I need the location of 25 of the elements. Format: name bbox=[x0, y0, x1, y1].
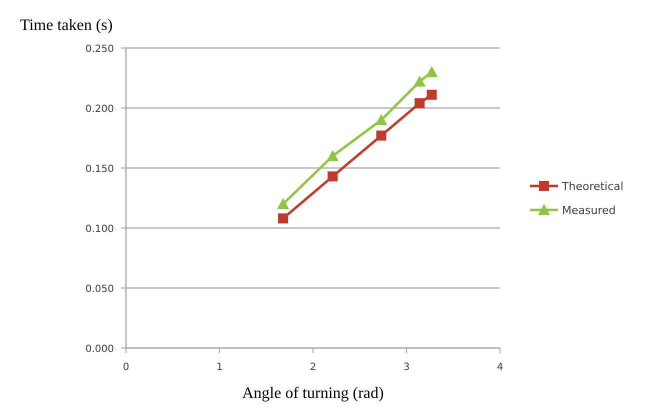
x-axis-title: Angle of turning (rad) bbox=[242, 385, 384, 402]
x-tick-label: 1 bbox=[216, 362, 223, 373]
point bbox=[375, 114, 388, 125]
point bbox=[326, 150, 339, 161]
y-tick-label: 0.200 bbox=[85, 104, 114, 115]
y-tick-label: 0.100 bbox=[85, 224, 114, 235]
point bbox=[376, 130, 386, 141]
legend-label: Measured bbox=[562, 204, 616, 217]
x-tick-label: 2 bbox=[310, 362, 316, 373]
x-tick-label: 0 bbox=[122, 362, 130, 373]
point bbox=[426, 66, 438, 77]
y-tick-label: 0.150 bbox=[85, 164, 114, 175]
y-tick-label: 0.000 bbox=[85, 344, 114, 355]
point bbox=[414, 98, 425, 108]
x-tick-label: 3 bbox=[403, 362, 410, 373]
point bbox=[414, 76, 426, 87]
y-axis-title: Time taken (s) bbox=[20, 17, 113, 34]
x-tick-label: 4 bbox=[496, 362, 504, 373]
point bbox=[426, 90, 437, 100]
y-tick-label: 0.050 bbox=[85, 284, 114, 295]
point bbox=[277, 198, 290, 209]
y-tick-label: 0.250 bbox=[85, 44, 114, 55]
legend-label: Theoretical bbox=[561, 180, 624, 193]
point bbox=[328, 171, 338, 182]
point bbox=[278, 213, 288, 224]
